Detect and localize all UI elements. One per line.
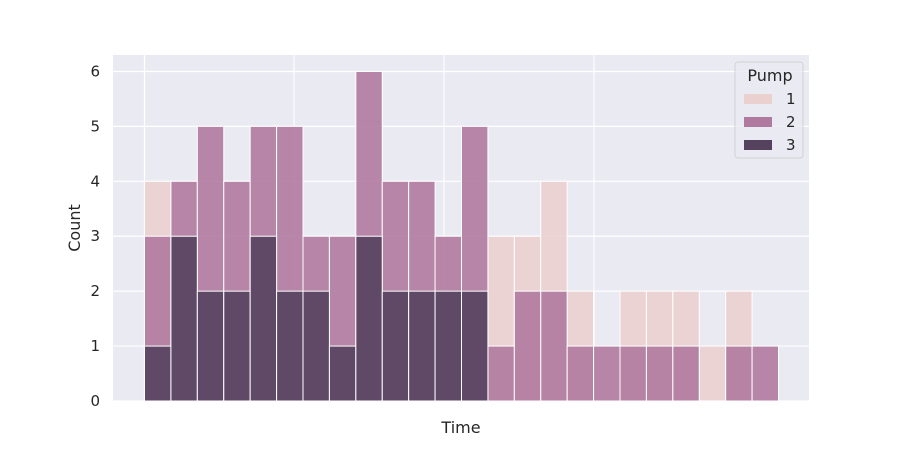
y-tick-label: 0 [90,392,100,410]
bar-pump-3-bin-2 [170,235,198,402]
bar-pump-2-bin-14 [487,345,515,402]
bar-pump-3-bin-13 [461,290,489,402]
legend-swatch-3 [744,140,772,150]
y-tick-label: 5 [90,117,100,135]
legend: Pump 1 2 3 [734,61,804,159]
legend-swatch-2 [744,117,772,127]
bar-pump-1-bin-22 [698,345,727,402]
bar-pump-3-bin-9 [355,235,383,402]
bar-pump-3-bin-8 [328,345,357,402]
legend-swatch-1 [744,94,772,104]
y-ticks: 0 1 2 3 4 5 6 [90,62,100,410]
bar-pump-3-bin-7 [302,290,330,402]
bar-pump-2-bin-16 [540,290,568,402]
bar-pump-3-bin-12 [434,290,463,402]
legend-items: 1 2 3 [744,90,796,154]
y-tick-label: 3 [90,227,100,245]
bar-pump-3-bin-6 [276,290,304,402]
bar-pump-2-bin-17 [566,345,595,402]
bar-pump-2-bin-19 [619,345,647,402]
bar-pump-3-bin-3 [196,290,225,402]
bar-pump-2-bin-24 [751,345,779,402]
bar-pump-3-bin-4 [223,290,251,402]
legend-title: Pump [747,66,792,85]
bar-pump-2-bin-21 [672,345,700,402]
y-tick-label: 1 [90,337,100,355]
bar-pump-2-bin-20 [645,345,674,402]
x-axis-label: Time [440,418,480,437]
bar-pump-3-bin-1 [144,345,172,402]
legend-label-1: 1 [786,90,796,108]
y-axis-label: Count [65,204,84,252]
bar-pump-2-bin-18 [593,345,621,402]
bar-pump-3-bin-5 [249,235,278,402]
legend-frame [734,61,804,159]
y-tick-label: 4 [90,172,100,190]
bar-pump-2-bin-15 [513,290,542,402]
bar-pump-2-bin-23 [725,345,753,402]
bars [144,70,779,402]
legend-label-3: 3 [786,136,796,154]
bar-pump-3-bin-10 [381,290,410,402]
bar-pump-3-bin-11 [408,290,436,402]
legend-label-2: 2 [786,113,796,131]
y-tick-label: 6 [90,62,100,80]
y-tick-label: 2 [90,282,100,300]
